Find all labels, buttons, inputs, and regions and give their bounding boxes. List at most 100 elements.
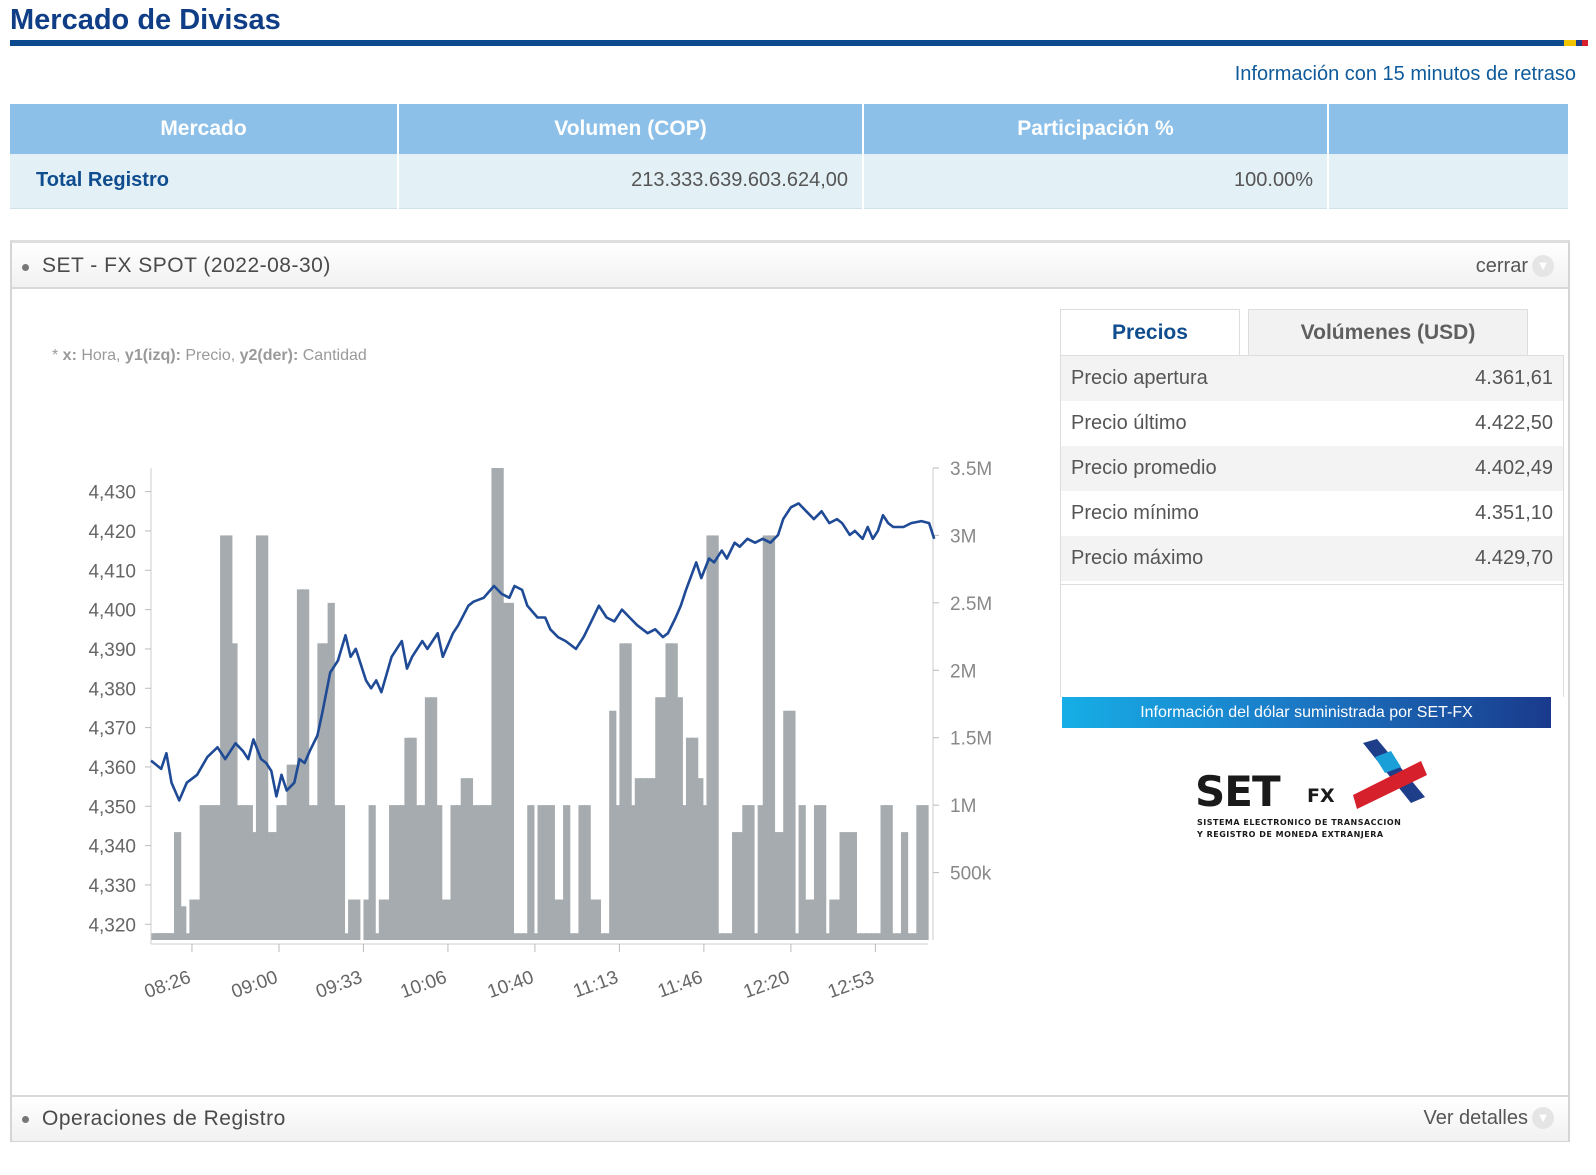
volume-bar [670,643,678,940]
volume-bar [696,778,704,940]
price-value: 4.402,49 [1475,457,1553,479]
note-x-key: x: [62,347,77,364]
volume-bar [429,697,438,940]
volume-bar [537,805,545,940]
volume-bar [772,832,781,940]
volume-bar [506,602,514,940]
volume-bar [291,764,299,940]
price-label: Precio último [1071,412,1187,434]
volume-bar [634,778,642,940]
volume-bar [563,805,571,940]
operations-title: Operaciones de Registro [42,1107,286,1130]
volume-bar [296,589,305,940]
volume-bar [245,805,253,940]
title-underline [10,40,1570,46]
price-value: 4.422,50 [1475,412,1553,434]
volume-bar [445,899,453,940]
volume-bar [783,710,791,940]
volume-bar [906,933,914,940]
volume-bar [281,805,289,940]
page-title: Mercado de Divisas [10,4,281,36]
volume-bar [317,643,325,940]
summary-table: Mercado Volumen (COP) Participación % To… [10,104,1570,209]
x-tick-label: 12:20 [741,967,793,1003]
volume-bar [225,535,233,940]
volume-bar [834,899,842,940]
volume-bar [788,710,796,940]
volume-bar [706,535,714,940]
x-tick-label: 11:46 [655,967,706,1003]
volume-bar [895,933,904,940]
volume-bar [378,899,387,940]
volume-bar [486,805,494,940]
volume-bar [184,933,192,940]
volume-bar [240,805,248,940]
volume-bar [404,737,412,940]
x-tick-label: 12:53 [825,967,877,1003]
logo-fx: FX [1307,785,1335,807]
volume-bar [685,737,694,940]
volume-bar [916,805,924,940]
chevron-down-icon[interactable]: ▼ [1532,255,1554,277]
volume-bar [214,805,223,940]
volume-bar [209,805,218,940]
volume-bar [491,468,499,940]
volume-bar [460,778,468,940]
divider [1061,584,1563,585]
volume-bar [609,710,617,940]
x-tick-label: 09:00 [229,967,281,1003]
tab-precios[interactable]: Precios [1060,309,1240,357]
flag-stripe [1564,40,1588,46]
volume-bar [414,805,422,940]
price-value: 4.351,10 [1475,502,1553,524]
volume-bar [419,805,427,940]
volume-bar [650,778,658,940]
y1-tick-label: 4,340 [88,837,136,858]
volume-bar [880,805,888,940]
volume-bar [578,805,586,940]
details-link[interactable]: Ver detalles [1423,1107,1528,1129]
volume-bar [312,805,320,940]
volume-bar [675,697,683,940]
price-volume-chart: 4,320 4,330 4,340 4,350 4,360 4,370 4,380 4,390… [88,459,992,1003]
volume-bar [762,535,770,940]
y1-tick-label: 4,360 [88,758,136,779]
volume-bar [230,643,238,940]
volume-bar [547,805,555,940]
volume-bar [342,933,351,940]
volume-bar [481,805,489,940]
volume-bar [737,832,745,940]
chevron-down-icon[interactable]: ▼ [1532,1107,1554,1129]
volume-bar [900,832,909,940]
volume-bar [865,933,873,940]
volume-bar [629,805,637,940]
cell-participacion: 100.00% [863,154,1329,209]
y1-tick-label: 4,320 [88,915,136,936]
y1-tick-label: 4,430 [88,483,136,504]
column-header-volumen: Volumen (COP) [398,104,864,154]
y1-tick-label: 4,410 [88,561,136,582]
price-value: 4.361,61 [1475,367,1553,389]
volume-bar [639,778,648,940]
column-header-mercado: Mercado [10,104,399,154]
volume-bar [373,933,381,940]
note-y2-key: y2(der): [239,347,299,364]
volume-bar [655,697,663,940]
price-row-maximo: Precio máximo 4.429,70 [1061,536,1563,581]
tab-volumenes[interactable]: Volúmenes (USD) [1248,309,1528,357]
spot-panel-header[interactable]: SET - FX SPOT (2022-08-30) cerrar ▼ [12,243,1568,289]
volume-bar [716,933,724,940]
volume-bar [583,805,591,940]
volume-bar [870,933,878,940]
volume-bar [194,899,202,940]
volume-bar [261,535,269,940]
note-y1-val: Precio, [180,347,240,364]
logo-subtitle-line1: SISTEMA ELECTRONICO DE TRANSACCION [1197,818,1402,827]
operations-panel-header[interactable]: Operaciones de Registro Ver detalles ▼ [12,1095,1568,1141]
provider-banner: Información del dólar suministrada por S… [1062,697,1551,728]
price-row-minimo: Precio mínimo 4.351,10 [1061,491,1563,536]
price-label: Precio apertura [1071,367,1208,389]
volume-bar [778,832,786,940]
close-link[interactable]: cerrar [1475,255,1528,277]
volume-bar [726,933,735,940]
